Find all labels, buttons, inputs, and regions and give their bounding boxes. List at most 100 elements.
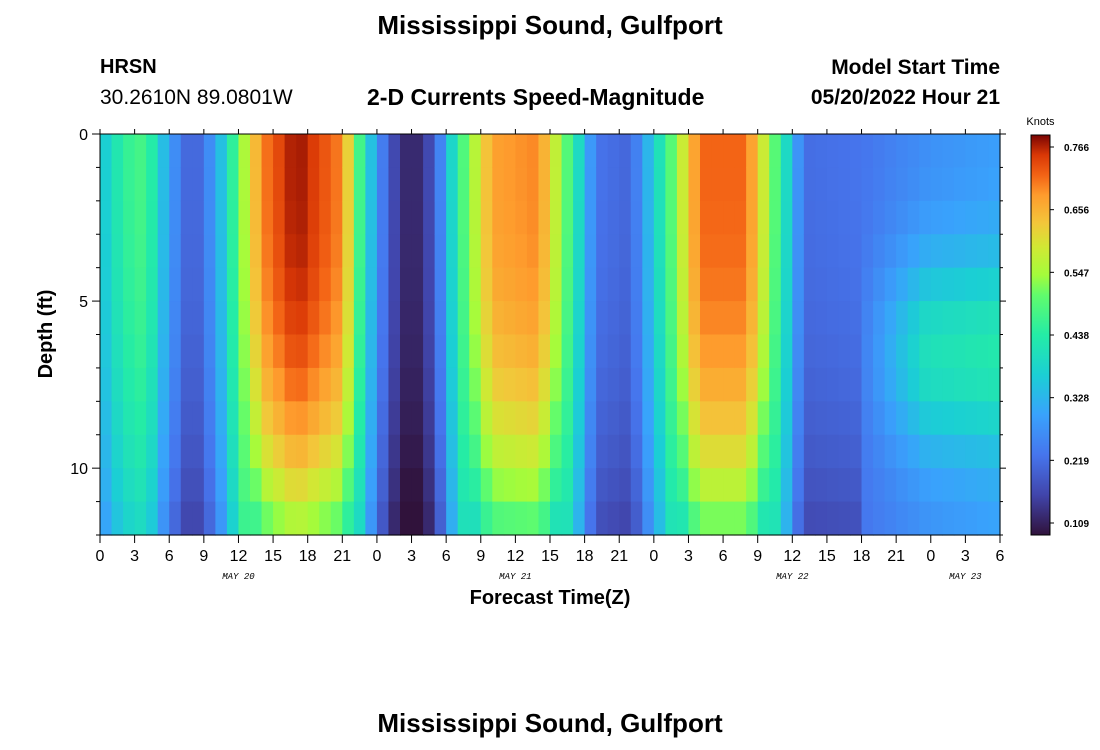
x-tick-label: 15 [818,548,836,565]
heatmap-cell [942,501,955,536]
heatmap-cell [711,434,724,469]
heatmap-cell [503,200,516,235]
heatmap-cell [838,301,851,336]
heatmap-cell [400,200,413,235]
heatmap-cell [734,434,747,469]
heatmap-cell [503,301,516,336]
heatmap-cell [711,301,724,336]
heatmap-cell [446,334,459,369]
heatmap-cell [480,167,493,202]
heatmap-cell [861,434,874,469]
x-axis-label: Forecast Time(Z) [470,587,631,609]
heatmap-cell [803,334,816,369]
heatmap-cell [330,234,343,269]
heatmap-cell [780,334,793,369]
heatmap-cell [896,434,909,469]
y-tick-label: 5 [79,294,88,311]
heatmap-cell [469,200,482,235]
heatmap-cell [146,134,159,169]
heatmap-cell [988,134,1001,169]
heatmap-cell [942,434,955,469]
heatmap-cell [780,401,793,436]
heatmap-cell [226,267,240,302]
heatmap-cell [169,401,182,436]
heatmap-cell [942,401,955,436]
heatmap-cell [988,200,1001,235]
heatmap-cell [423,434,436,469]
heatmap-cell [711,468,724,503]
heatmap-cell [815,234,828,269]
heatmap-cell [561,334,574,369]
heatmap-cell [723,434,736,469]
heatmap-cell [526,501,540,536]
heatmap-cell [550,200,563,235]
heatmap-cell [757,468,770,503]
heatmap-cell [676,301,690,336]
heatmap-cell [988,501,1001,536]
heatmap-cell [619,134,632,169]
heatmap-cell [550,434,563,469]
heatmap-cell [665,334,678,369]
heatmap-cell [423,167,436,202]
heatmap-cell [192,501,205,536]
heatmap-cell [861,167,874,202]
heatmap-cell [550,468,563,503]
heatmap-cell [826,367,840,402]
heatmap-cell [803,501,816,536]
heatmap-cell [307,334,320,369]
heatmap-cell [873,134,886,169]
heatmap-cell [492,134,505,169]
heatmap-cell [953,401,966,436]
heatmap-cell [573,267,586,302]
heatmap-cell [400,434,413,469]
heatmap-cell [734,401,747,436]
heatmap-cell [838,434,851,469]
heatmap-cell [319,434,332,469]
x-tick-label: 3 [130,548,139,565]
heatmap-cell [596,434,609,469]
heatmap-cell [480,501,493,536]
heatmap-cell [215,434,228,469]
heatmap-cell [884,401,897,436]
x-tick-label: 0 [649,548,658,565]
heatmap-cell [446,234,459,269]
heatmap-cell [953,367,966,402]
heatmap-cell [550,267,563,302]
heatmap-cell [250,434,263,469]
heatmap-cell [423,468,436,503]
heatmap-cell [226,200,240,235]
heatmap-cell [134,267,147,302]
heatmap-cell [734,134,747,169]
heatmap-cell [873,401,886,436]
heatmap-cell [169,200,182,235]
heatmap-cell [815,167,828,202]
heatmap-cell [653,234,666,269]
heatmap-cell [826,434,840,469]
y-tick-label: 10 [70,461,88,478]
heatmap-cell [307,401,320,436]
heatmap-cell [907,134,920,169]
heatmap-cell [469,367,482,402]
heatmap-cell [146,167,159,202]
heatmap-cell [896,334,909,369]
heatmap-cell [619,367,632,402]
heatmap-cell [573,167,586,202]
heatmap-cell [388,134,401,169]
heatmap-cell [630,367,643,402]
heatmap-cell [307,200,320,235]
heatmap-cell [296,267,309,302]
heatmap-cell [215,468,228,503]
heatmap-cell [953,501,966,536]
heatmap-cell [353,134,366,169]
heatmap-cell [457,234,470,269]
heatmap-cell [319,167,332,202]
heatmap-cell [203,501,216,536]
heatmap-cell [146,401,159,436]
heatmap-cell [284,134,297,169]
heatmap-cell [757,334,770,369]
heatmap-cell [596,167,609,202]
heatmap-cell [446,468,459,503]
heatmap-cell [134,167,147,202]
heatmap-cell [665,267,678,302]
heatmap-cell [469,468,482,503]
